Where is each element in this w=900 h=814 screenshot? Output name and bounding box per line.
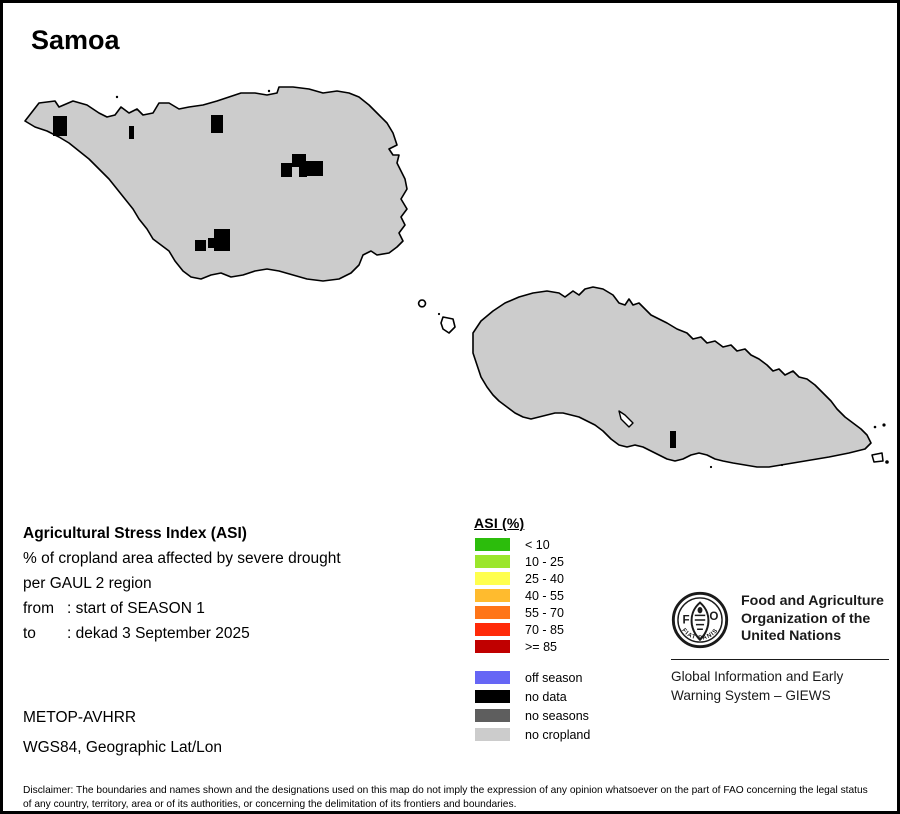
info-to-key: to — [23, 625, 36, 642]
fao-name-line-2: Organization of the — [741, 610, 871, 627]
legend-label: 40 - 55 — [525, 588, 564, 603]
island-upolu — [472, 286, 872, 468]
island-manono — [440, 316, 456, 334]
legend-row: no cropland — [471, 725, 590, 744]
fao-branding: F O FIAT PANIS Food and Agriculture Orga… — [671, 591, 889, 705]
page-title: Samoa — [31, 25, 120, 55]
legend-label: >= 85 — [525, 639, 557, 654]
islet-speck-5 — [709, 465, 713, 469]
map-legend: ASI (%) < 10 10 - 25 25 - 40 40 - 55 55 - 70… — [471, 515, 590, 744]
svg-text:F: F — [683, 613, 690, 626]
fao-name-line-3: United Nations — [741, 628, 842, 644]
legend-row: no seasons — [471, 706, 590, 725]
legend-label: 25 - 40 — [525, 571, 564, 586]
legend-label: no seasons — [525, 708, 589, 723]
info-period-to: to : dekad 3 September 2025 — [23, 621, 443, 646]
islet-nuutele — [871, 452, 884, 463]
giews-name: Global Information and Early Warning Sys… — [671, 668, 889, 705]
map-canvas — [24, 86, 889, 469]
legend-row: >= 85 — [471, 638, 590, 655]
legend-swatch — [475, 690, 510, 703]
legend-label: no cropland — [525, 727, 591, 742]
islet-speck-7 — [115, 95, 119, 99]
legend-row: no data — [471, 687, 590, 706]
info-from-value: : start of SEASON 1 — [67, 600, 205, 617]
islet-speck-2 — [873, 425, 877, 429]
legend-swatch — [475, 623, 510, 636]
island-savaii — [24, 86, 408, 282]
legend-row: 70 - 85 — [471, 621, 590, 638]
svg-text:O: O — [709, 610, 718, 623]
islet-speck-3 — [882, 423, 886, 427]
info-to-value: : dekad 3 September 2025 — [67, 625, 250, 642]
legend-row: 40 - 55 — [471, 587, 590, 604]
info-from-key: from — [23, 600, 54, 617]
legend-swatch — [475, 671, 510, 684]
legend-swatch — [475, 589, 510, 602]
legend-row: < 10 — [471, 536, 590, 553]
legend-label: no data — [525, 689, 567, 704]
legend-row: 55 - 70 — [471, 604, 590, 621]
legend-swatch — [475, 555, 510, 568]
fao-name-line-1: Food and Agriculture — [741, 593, 884, 609]
disclaimer-text: Disclaimer: The boundaries and names sho… — [23, 785, 868, 810]
source-projection: WGS84, Geographic Lat/Lon — [23, 739, 223, 756]
fao-logo-row: F O FIAT PANIS Food and Agriculture Orga… — [671, 591, 889, 649]
info-heading: Agricultural Stress Index (ASI) — [23, 525, 247, 542]
legend-swatch — [475, 538, 510, 551]
islet-speck-4 — [885, 460, 889, 464]
legend-label: 55 - 70 — [525, 605, 564, 620]
legend-status-list: off season no data no seasons no cropland — [471, 668, 590, 744]
info-block: Agricultural Stress Index (ASI) % of cro… — [23, 521, 443, 646]
legend-swatch — [475, 709, 510, 722]
legend-spacer — [471, 655, 590, 668]
legend-row: 25 - 40 — [471, 570, 590, 587]
legend-swatch — [475, 606, 510, 619]
legend-swatch — [475, 640, 510, 653]
fao-divider — [671, 659, 889, 660]
islet-speck-1 — [437, 312, 441, 316]
source-block: METOP-AVHRR WGS84, Geographic Lat/Lon — [23, 703, 443, 763]
legend-label: < 10 — [525, 537, 550, 552]
legend-title: ASI (%) — [474, 515, 525, 531]
legend-row: off season — [471, 668, 590, 687]
info-subtitle-1: % of cropland area affected by severe dr… — [23, 550, 341, 567]
giews-line-1: Global Information and Early — [671, 669, 844, 684]
nodata-patch-upolu — [670, 431, 676, 448]
islet-speck-6 — [780, 463, 784, 467]
legend-swatch — [475, 572, 510, 585]
legend-label: off season — [525, 670, 583, 685]
info-subtitle-2: per GAUL 2 region — [23, 575, 152, 592]
islet-speck-8 — [267, 89, 271, 93]
legend-class-list: < 10 10 - 25 25 - 40 40 - 55 55 - 70 70 - 85 >… — [471, 536, 590, 655]
fao-name: Food and Agriculture Organization of the… — [741, 591, 884, 646]
info-period-from: from : start of SEASON 1 — [23, 596, 443, 621]
legend-label: 10 - 25 — [525, 554, 564, 569]
legend-row: 10 - 25 — [471, 553, 590, 570]
giews-line-2: Warning System – GIEWS — [671, 687, 831, 703]
legend-label: 70 - 85 — [525, 622, 564, 637]
upolu-inlet — [618, 410, 634, 428]
fao-emblem-icon: F O FIAT PANIS — [671, 591, 729, 649]
legend-swatch — [475, 728, 510, 741]
island-apolima — [417, 299, 427, 308]
nodata-patches-savaii — [53, 115, 323, 251]
source-sensor: METOP-AVHRR — [23, 709, 137, 726]
